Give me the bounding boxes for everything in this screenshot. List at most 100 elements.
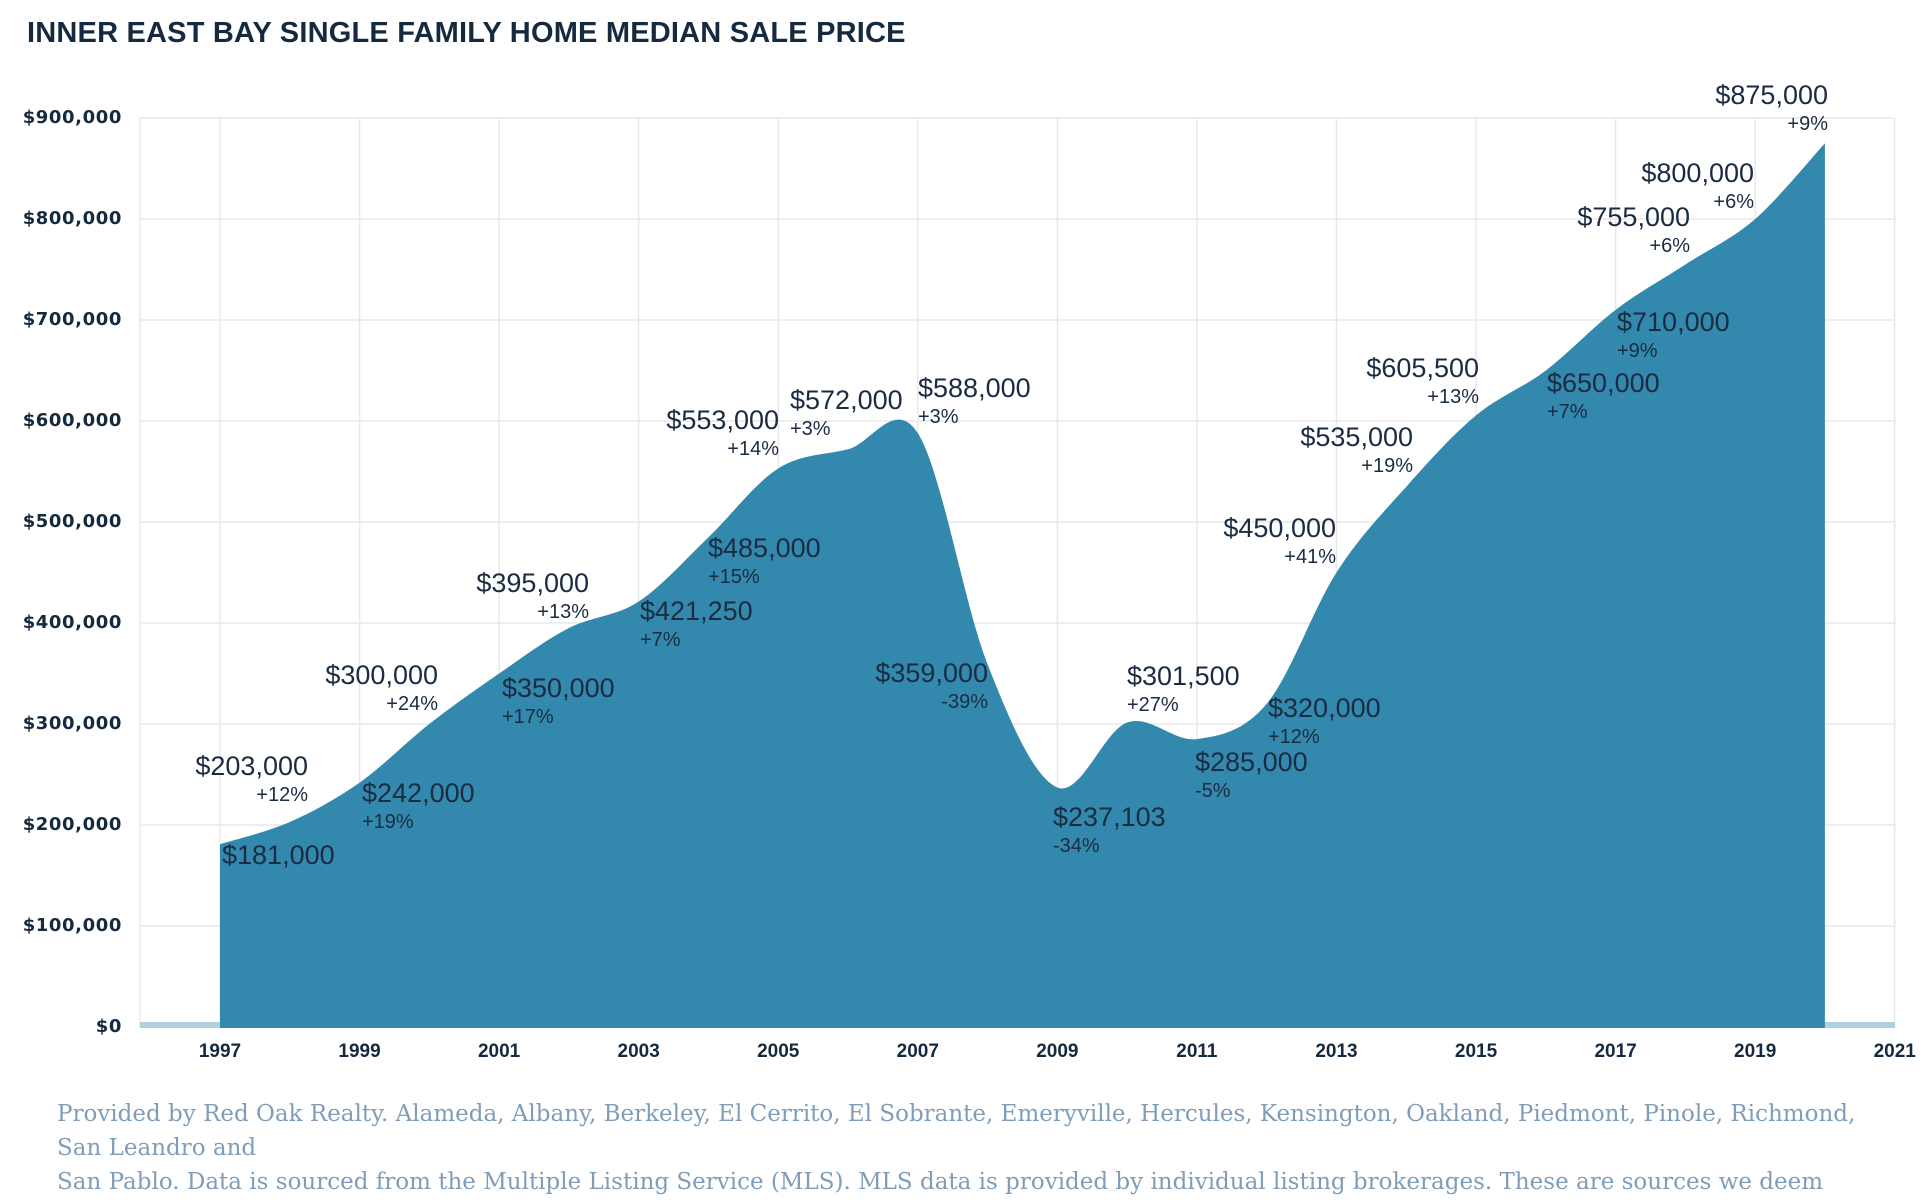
median-price-area-series: [220, 143, 1825, 1029]
data-label-2000: $300,000 +24%: [325, 660, 438, 716]
data-label-value: $553,000: [666, 405, 779, 435]
footer-line: Provided by Red Oak Realty. Alameda, Alb…: [57, 1101, 1856, 1161]
data-label-value: $285,000: [1195, 747, 1308, 777]
data-label-value: $535,000: [1300, 422, 1413, 452]
y-axis-tick-label: $200,000: [22, 814, 122, 835]
data-label-value: $203,000: [195, 751, 308, 781]
x-axis-tick-label: 1997: [198, 1041, 242, 1062]
data-label-change: +15%: [708, 566, 760, 588]
data-label-value: $650,000: [1547, 368, 1660, 398]
footer-line: San Pablo. Data is sourced from the Mult…: [57, 1169, 1824, 1195]
data-label-change: +6%: [1713, 191, 1754, 213]
x-axis-tick-label: 2017: [1594, 1041, 1637, 1062]
data-label-value: $710,000: [1617, 307, 1730, 337]
plot-canvas: [139, 117, 1896, 1029]
data-label-2014: $535,000 +19%: [1300, 422, 1413, 478]
y-axis-tick-label: $400,000: [22, 612, 122, 633]
data-label-1999: $242,000 +19%: [362, 778, 475, 834]
x-axis-tick-label: 2009: [1036, 1041, 1079, 1062]
data-label-change: +7%: [640, 629, 681, 651]
data-label-2017: $710,000 +9%: [1617, 307, 1730, 363]
data-label-2008: $359,000 -39%: [875, 658, 988, 714]
data-label-change: +12%: [1268, 726, 1320, 748]
data-label-change: +3%: [790, 418, 831, 440]
data-label-change: +12%: [256, 784, 308, 806]
x-axis-tick-label: 2021: [1873, 1041, 1916, 1062]
x-axis-tick-label: 2019: [1734, 1041, 1777, 1062]
x-axis-tick-label: 2001: [477, 1041, 521, 1062]
data-label-value: $181,000: [222, 840, 335, 870]
data-label-value: $800,000: [1641, 158, 1754, 188]
data-label-2013: $450,000 +41%: [1223, 513, 1336, 569]
data-label-change: +19%: [362, 811, 414, 833]
data-label-value: $350,000: [502, 673, 615, 703]
data-label-2015: $605,500 +13%: [1366, 353, 1479, 409]
data-label-change: +9%: [1617, 340, 1658, 362]
page-title: INNER EAST BAY SINGLE FAMILY HOME MEDIAN…: [27, 17, 906, 49]
data-label-change: -5%: [1195, 780, 1231, 802]
data-label-value: $450,000: [1223, 513, 1336, 543]
data-label-value: $242,000: [362, 778, 475, 808]
x-axis-tick-label: 1999: [338, 1041, 381, 1062]
data-label-change: -34%: [1053, 835, 1100, 857]
x-axis-tick-label: 2005: [757, 1041, 800, 1062]
data-label-change: +9%: [1787, 113, 1828, 135]
data-label-change: +6%: [1649, 235, 1690, 257]
data-label-value: $421,250: [640, 596, 753, 626]
data-label-value: $395,000: [476, 568, 589, 598]
data-label-value: $485,000: [708, 533, 821, 563]
data-label-2019: $800,000 +6%: [1641, 158, 1754, 214]
data-label-2016: $650,000 +7%: [1547, 368, 1660, 424]
x-axis-tick-label: 2007: [896, 1041, 939, 1062]
data-label-2005: $553,000 +14%: [666, 405, 779, 461]
data-label-2009: $237,103 -34%: [1053, 802, 1166, 858]
x-axis-tick-label: 2011: [1176, 1041, 1218, 1062]
data-label-value: $301,500: [1127, 661, 1240, 691]
data-label-value: $588,000: [918, 373, 1031, 403]
data-label-change: +3%: [918, 406, 959, 428]
footer-note: Provided by Red Oak Realty. Alameda, Alb…: [57, 1097, 1887, 1202]
x-axis-tick-label: 2003: [617, 1041, 660, 1062]
data-label-2002: $395,000 +13%: [476, 568, 589, 624]
y-axis-tick-label: $100,000: [22, 915, 122, 936]
data-label-value: $572,000: [790, 385, 903, 415]
data-label-2003: $421,250 +7%: [640, 596, 753, 652]
data-label-change: +17%: [502, 706, 554, 728]
y-axis-tick-label: $600,000: [22, 410, 122, 431]
data-label-value: $755,000: [1577, 202, 1690, 232]
data-label-change: +27%: [1127, 694, 1179, 716]
data-label-change: +7%: [1547, 401, 1588, 423]
data-label-value: $237,103: [1053, 802, 1166, 832]
x-axis-tick-label: 2013: [1315, 1041, 1358, 1062]
y-axis-tick-label: $0: [95, 1016, 122, 1037]
data-label-2004: $485,000 +15%: [708, 533, 821, 589]
y-axis-tick-label: $700,000: [22, 309, 122, 330]
data-label-change: +19%: [1361, 455, 1413, 477]
data-label-value: $300,000: [325, 660, 438, 690]
data-label-2012: $320,000 +12%: [1268, 693, 1381, 749]
data-label-2018: $755,000 +6%: [1577, 202, 1690, 258]
y-axis-tick-label: $900,000: [22, 107, 122, 128]
data-label-change: +13%: [537, 601, 589, 623]
data-label-2006: $572,000 +3%: [790, 385, 903, 441]
data-label-change: +41%: [1284, 546, 1336, 568]
data-label-1997: $181,000: [222, 841, 335, 870]
data-label-value: $605,500: [1366, 353, 1479, 383]
y-axis-tick-label: $500,000: [22, 511, 122, 532]
y-axis-tick-label: $800,000: [22, 208, 122, 229]
data-label-2007: $588,000 +3%: [918, 373, 1031, 429]
data-label-change: -39%: [941, 691, 988, 713]
data-label-change: +14%: [727, 438, 779, 460]
data-label-1998: $203,000 +12%: [195, 751, 308, 807]
data-label-value: $875,000: [1715, 80, 1828, 110]
y-axis-tick-label: $300,000: [22, 713, 122, 734]
data-label-change: +13%: [1427, 386, 1479, 408]
data-label-2010: $301,500 +27%: [1127, 661, 1240, 717]
data-label-2020: $875,000 +9%: [1715, 80, 1828, 136]
data-label-value: $359,000: [875, 658, 988, 688]
data-label-value: $320,000: [1268, 693, 1381, 723]
x-axis-tick-label: 2015: [1454, 1041, 1498, 1062]
data-label-2001: $350,000 +17%: [502, 673, 615, 729]
data-label-change: +24%: [386, 693, 438, 715]
